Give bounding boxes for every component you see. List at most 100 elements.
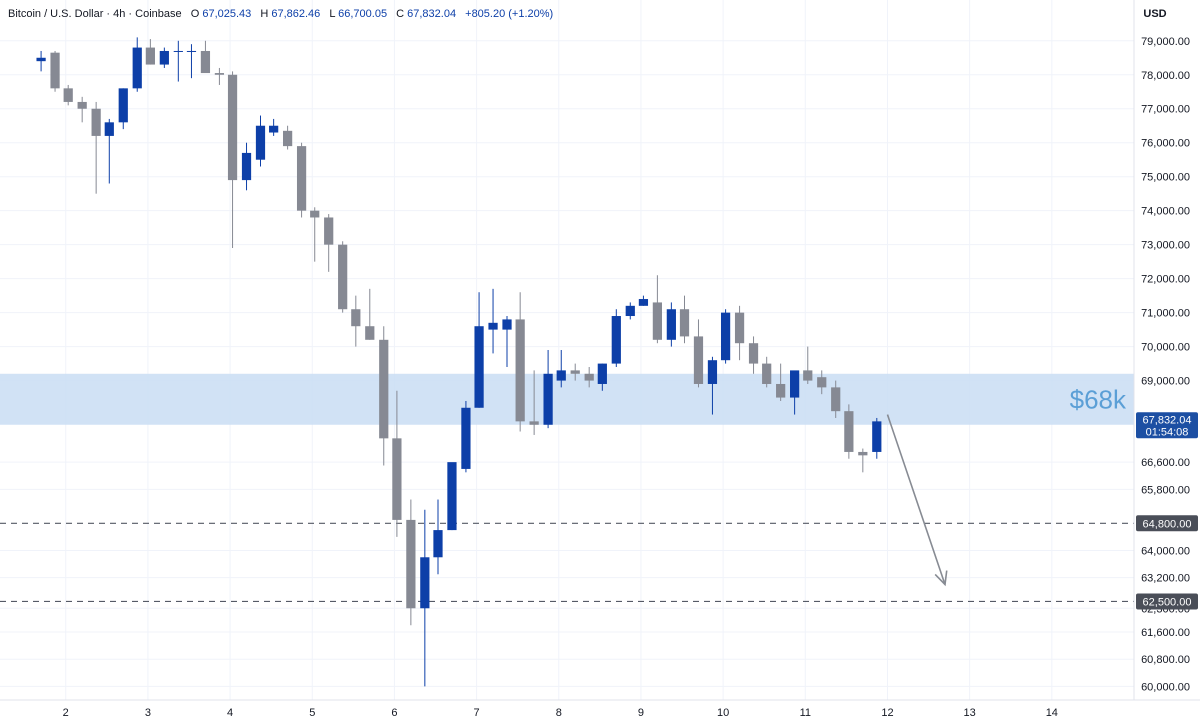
price-tick-label: 61,600.00 [1141,627,1190,639]
candle [338,241,348,313]
candle-body [556,370,566,381]
candle [858,448,868,473]
candle [145,39,155,65]
time-tick-label: 6 [391,707,397,719]
candle-body [543,373,553,425]
chart-legend: Bitcoin / U.S. Dollar · 4h · Coinbase O … [8,8,553,20]
price-tick-label: 77,000.00 [1141,104,1190,116]
time-tick-label: 14 [1046,707,1058,719]
time-tick-label: 4 [227,707,233,719]
current-price-value: 67,832.04 [1143,414,1192,426]
price-tick-label: 76,000.00 [1141,138,1190,150]
candle-body [91,108,101,136]
candle [420,509,430,687]
time-axis-ticks: 2 3 4 5 6 7 8 9 10 11 12 13 14 [63,707,1058,719]
price-tick-label: 64,000.00 [1141,545,1190,557]
candle-body [36,57,46,62]
candle [200,40,211,74]
candle [63,84,73,106]
candle [693,319,704,388]
candle [625,302,635,320]
candle [666,302,676,347]
candle-body [831,387,841,412]
candle-body [324,217,334,245]
price-tick-label: 73,000.00 [1141,240,1190,252]
candle [597,363,607,391]
time-tick-label: 7 [474,707,480,719]
candle-body [241,152,252,181]
candle [803,346,813,384]
candle [447,462,457,531]
time-tick-label: 5 [309,707,315,719]
candle [502,316,512,367]
candle [324,214,334,272]
candle [282,125,293,150]
candle-body [529,421,539,425]
candle [584,366,594,388]
candle [831,380,841,418]
open-value: 67,025.43 [202,8,251,20]
candle [679,295,690,344]
close-label: C [396,8,404,20]
candle-body [515,319,525,422]
candle-body [611,316,621,364]
level-tag-bg [1136,515,1198,532]
candle [817,370,827,395]
price-axis-ticks: 60,000.0060,800.0061,600.0062,300.0063,2… [1141,36,1190,694]
candle [638,295,649,306]
price-axis-panel[interactable] [1134,0,1200,700]
candle-body [104,122,114,136]
level-tag-bg [1136,593,1198,610]
candle [50,50,60,92]
candle-body [282,130,293,147]
resistance-zone[interactable] [0,373,1134,425]
candle [734,305,745,361]
time-tick-label: 8 [556,707,562,719]
currency-label[interactable]: USD [1143,8,1166,20]
candle-body [666,309,676,340]
candle-body [734,312,745,344]
candle [241,142,252,191]
price-tick-label: 70,000.00 [1141,342,1190,354]
candle-countdown: 01:54:08 [1146,426,1189,438]
candle-body [433,530,443,558]
candle-body [844,411,854,452]
candle-body [748,343,759,364]
candle-body [502,319,512,330]
open-label: O [191,8,200,20]
candle [173,40,183,82]
candle-body [625,305,635,317]
candle-body [447,462,457,531]
candle [406,499,416,626]
current-price-tag-bg [1136,412,1198,439]
candle-body [365,326,375,340]
candle-body [214,73,225,75]
candle-body [474,326,484,408]
candle-body [858,451,868,456]
candle-body [269,125,279,133]
candle [104,118,114,184]
zone-label: $68k [1070,384,1127,414]
time-tick-label: 9 [638,707,644,719]
candle [186,44,197,79]
candle-body [63,88,73,102]
candle [529,370,539,435]
candle-body [461,407,471,469]
candle-body [707,360,718,384]
candle-body [776,383,786,398]
candle [227,71,238,249]
projection-arrow[interactable] [886,414,948,587]
candle-body [159,50,169,65]
candle-body [379,339,389,439]
time-tick-label: 3 [145,707,151,719]
symbol-label[interactable]: Bitcoin / U.S. Dollar · 4h · Coinbase [8,8,182,20]
candle [543,350,553,429]
candle-body [118,88,128,123]
candle [611,309,621,367]
candle-body [420,557,430,609]
time-tick-label: 11 [800,707,811,719]
candle-body [817,377,827,388]
candle-body [338,244,348,310]
